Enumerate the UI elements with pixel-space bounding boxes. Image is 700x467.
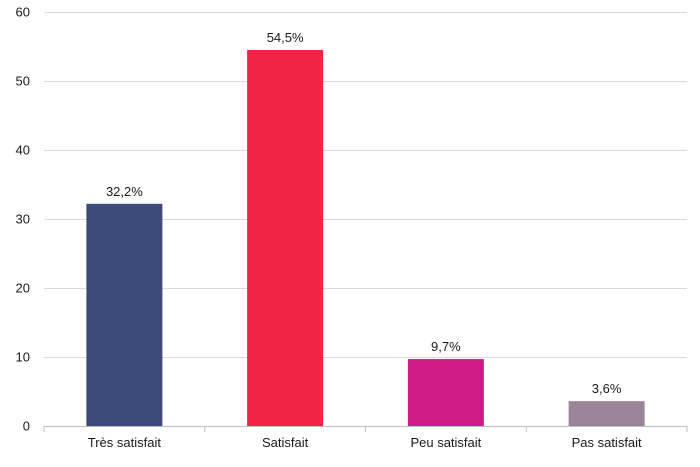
category-label: Peu satisfait [410,435,481,450]
x-axis: Très satisfait Satisfait Peu satisfait Pas … [43,426,688,450]
y-axis-ticks: 0 10 20 30 40 50 60 [16,5,30,434]
y-tick-label: 0 [23,419,30,434]
y-tick-label: 60 [16,5,30,20]
category-label: Très satisfait [88,435,162,450]
y-tick-label: 50 [16,74,30,89]
data-label: 3,6% [592,381,622,396]
bars [86,49,645,426]
y-tick-label: 20 [16,281,30,296]
bar-4 [568,401,645,426]
data-label: 9,7% [431,339,461,354]
bar-1 [86,203,163,426]
data-label: 54,5% [267,30,304,45]
category-label: Satisfait [262,435,309,450]
category-label: Pas satisfait [572,435,642,450]
y-tick-label: 40 [16,143,30,158]
data-label: 32,2% [106,184,143,199]
bar-2 [247,49,324,426]
data-labels: 32,2% 54,5% 9,7% 3,6% [106,30,622,396]
bar-3 [407,359,484,426]
y-tick-label: 10 [16,350,30,365]
y-tick-label: 30 [16,212,30,227]
